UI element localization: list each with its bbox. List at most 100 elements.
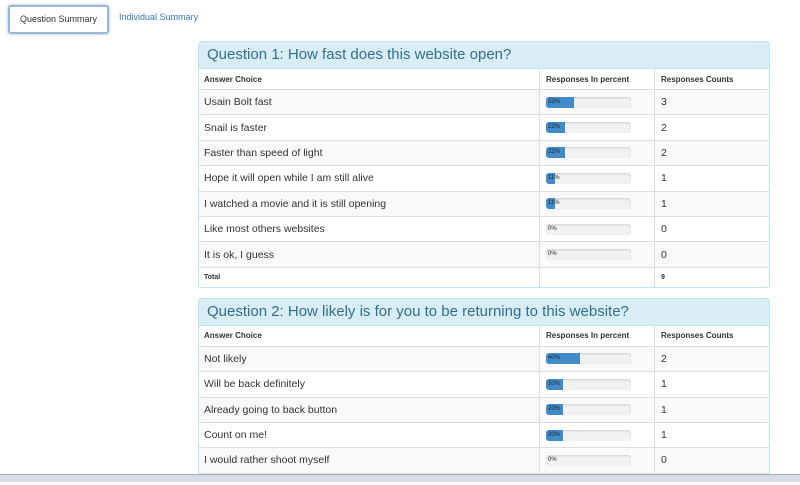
percent-cell: 22% [540,140,655,166]
answer-choice: Will be back definitely [199,372,540,397]
response-count: 2 [661,352,667,365]
response-count: 1 [661,403,667,416]
percent-label: 0% [548,225,557,232]
answer-choice: Already going to back button [199,397,540,422]
answer-row: Will be back definitely 20% 1 [199,372,769,398]
progress-bar [546,122,565,134]
progress-track: 11% [546,172,631,184]
content: Question 1: How fast does this website o… [198,41,770,485]
percent-label: 40% [548,355,561,362]
tab-bar: Question Summary Individual Summary [8,5,208,34]
total-count: 9 [661,273,665,281]
answer-choice: Usain Bolt fast [199,90,540,115]
question-panel: Question 2: How likely is for you to be … [198,297,770,475]
response-count: 1 [661,429,667,442]
answer-row: Hope it will open while I am still alive… [199,166,769,192]
response-count: 1 [661,197,667,210]
tab[interactable]: Individual Summary [119,12,199,22]
percent-cell: 20% [540,422,655,448]
percent-label: 22% [548,124,561,131]
question-title: Question 2: How likely is for you to be … [199,298,769,326]
answer-row: Count on me! 20% 1 [199,422,769,449]
table-header: Answer Choice Responses In percent Respons… [199,69,769,90]
progress-track: 20% [546,429,631,441]
column-header: Responses Counts [661,74,734,84]
percent-label: 22% [548,149,561,156]
percent-cell: 0% [540,448,655,473]
answer-choice: Not likely [199,346,540,372]
percent-label: 0% [548,456,557,463]
percent-cell: 33% [540,90,655,115]
progress-track: 20% [546,378,631,390]
progress-track: 40% [546,353,631,365]
answer-row: I would rather shoot myself 0% 0 [199,448,769,474]
answer-row: Not likely 40% 2 [199,346,769,373]
question-title: Question 1: How fast does this website o… [199,42,769,69]
progress-bar [546,378,563,390]
taskbar [0,474,800,482]
progress-track: 33% [546,96,631,108]
answer-choice: Faster than speed of light [199,140,540,166]
percent-label: 33% [548,98,561,105]
percent-label: 11% [548,200,560,207]
column-header: Answer Choice [199,69,540,89]
percent-cell: 20% [540,397,655,422]
answer-row: Faster than speed of light 22% 2 [199,140,769,167]
progress-bar [546,404,563,416]
progress-bar [546,198,556,210]
answer-row: Usain Bolt fast 33% 3 [199,90,769,116]
progress-bar [546,147,565,159]
percent-cell: 0% [540,242,655,267]
response-count: 0 [661,223,667,236]
answer-choice: Count on me! [199,422,540,448]
progress-track: 0% [546,223,631,235]
progress-track: 20% [546,404,631,416]
total-empty [540,267,655,287]
answer-choice: It is ok, I guess [199,242,540,267]
answer-row: It is ok, I guess 0% 0 [199,242,769,268]
table-header: Answer Choice Responses In percent Respons… [199,325,769,347]
percent-cell: 11% [540,191,655,216]
column-header: Answer Choice [199,325,540,346]
answer-choice: Snail is faster [199,115,540,140]
response-count: 3 [661,96,667,109]
column-header: Responses In percent [540,325,655,346]
percent-cell: 40% [540,346,655,372]
answer-choice: Like most others websites [199,216,540,242]
percent-cell: 0% [540,216,655,242]
response-count: 1 [661,378,667,391]
question-panel: Question 1: How fast does this website o… [198,41,770,288]
total-row: Total 9 [199,267,769,287]
response-count: 1 [661,172,667,185]
progress-bar [546,172,556,184]
progress-bar [546,353,580,365]
tab[interactable]: Question Summary [8,5,110,34]
answer-row: I watched a movie and it is still openin… [199,191,769,217]
answer-choice: I would rather shoot myself [199,448,540,473]
response-count: 0 [661,454,667,467]
answer-row: Already going to back button 20% 1 [199,397,769,423]
total-label: Total [199,267,540,287]
progress-bar [546,96,575,108]
percent-label: 20% [548,431,561,438]
percent-cell: 20% [540,372,655,397]
progress-track: 0% [546,454,631,466]
progress-track: 22% [546,147,631,159]
progress-track: 22% [546,122,631,134]
percent-label: 20% [548,380,561,387]
answer-choice: I watched a movie and it is still openin… [199,191,540,216]
progress-track: 11% [546,198,631,210]
response-count: 2 [661,146,667,159]
response-count: 2 [661,121,667,134]
percent-label: 0% [548,251,557,258]
percent-label: 20% [548,406,561,413]
response-count: 0 [661,248,667,261]
answer-row: Snail is faster 22% 2 [199,115,769,141]
percent-cell: 11% [540,166,655,191]
percent-label: 11% [548,174,560,181]
progress-track: 0% [546,249,631,261]
column-header: Responses In percent [540,69,655,89]
column-header: Responses Counts [661,331,734,341]
progress-bar [546,429,563,441]
